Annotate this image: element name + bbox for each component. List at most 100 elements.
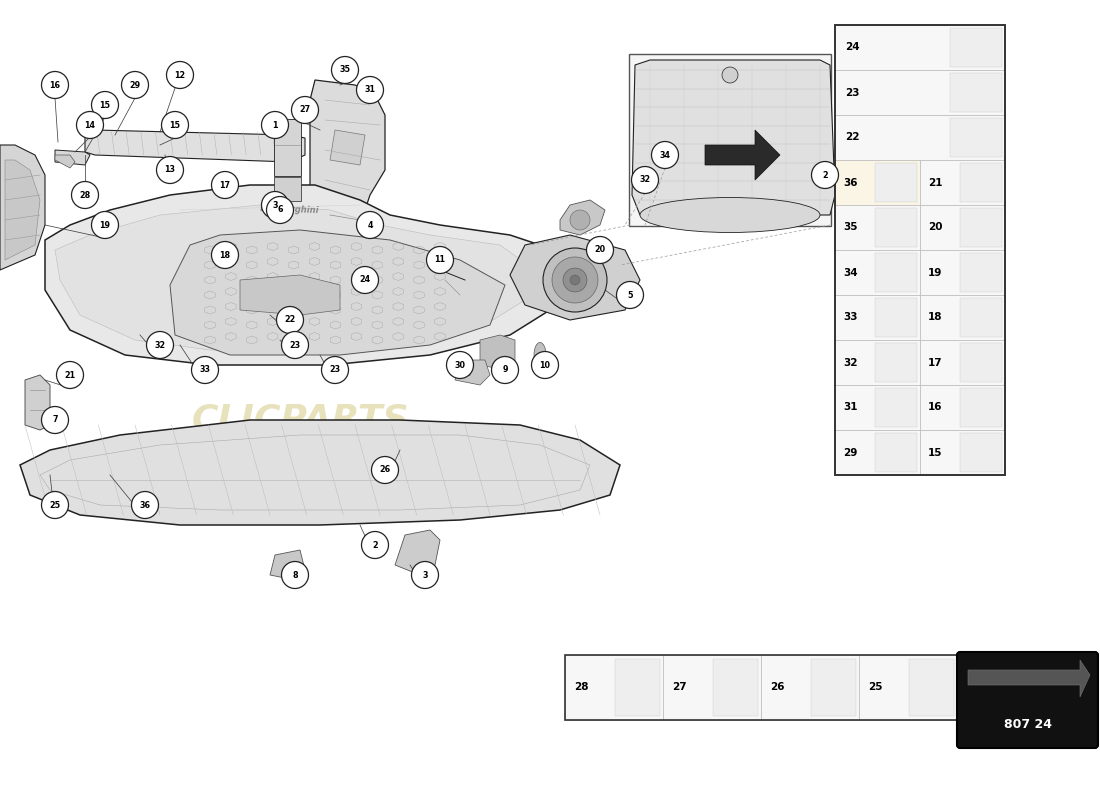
FancyBboxPatch shape xyxy=(960,208,1002,247)
Text: 28: 28 xyxy=(574,682,589,693)
Polygon shape xyxy=(45,185,565,365)
Circle shape xyxy=(372,457,398,483)
Circle shape xyxy=(72,182,99,209)
FancyBboxPatch shape xyxy=(960,388,1002,427)
Circle shape xyxy=(282,562,308,589)
Circle shape xyxy=(56,362,84,389)
Circle shape xyxy=(570,275,580,285)
Text: 30: 30 xyxy=(454,361,465,370)
FancyBboxPatch shape xyxy=(874,163,917,202)
FancyBboxPatch shape xyxy=(835,340,920,385)
Circle shape xyxy=(570,210,590,230)
Circle shape xyxy=(492,357,518,383)
Text: 35: 35 xyxy=(843,222,858,233)
Text: 25: 25 xyxy=(50,501,60,510)
Text: 20: 20 xyxy=(928,222,943,233)
Circle shape xyxy=(543,248,607,312)
Circle shape xyxy=(616,282,644,309)
Text: 21: 21 xyxy=(65,370,76,379)
Circle shape xyxy=(331,57,359,83)
Circle shape xyxy=(411,562,439,589)
Circle shape xyxy=(162,111,188,138)
FancyBboxPatch shape xyxy=(874,388,917,427)
Text: 8: 8 xyxy=(293,570,298,579)
Polygon shape xyxy=(240,275,340,315)
FancyBboxPatch shape xyxy=(859,655,957,720)
Polygon shape xyxy=(330,130,365,165)
Text: 12: 12 xyxy=(175,70,186,79)
Circle shape xyxy=(356,77,384,103)
Text: 36: 36 xyxy=(140,501,151,510)
Text: 24: 24 xyxy=(360,275,371,285)
FancyBboxPatch shape xyxy=(874,208,917,247)
Text: 24: 24 xyxy=(845,42,859,53)
FancyBboxPatch shape xyxy=(920,430,1005,475)
Text: 22: 22 xyxy=(285,315,296,325)
Text: 2: 2 xyxy=(372,541,377,550)
FancyBboxPatch shape xyxy=(950,28,1002,67)
Polygon shape xyxy=(395,530,440,575)
Circle shape xyxy=(631,166,659,194)
FancyBboxPatch shape xyxy=(950,118,1002,157)
Polygon shape xyxy=(85,130,305,162)
Text: CLICPARTS: CLICPARTS xyxy=(191,403,409,437)
Text: 2: 2 xyxy=(822,170,828,179)
FancyBboxPatch shape xyxy=(835,250,920,295)
Text: 4: 4 xyxy=(367,221,373,230)
Circle shape xyxy=(722,67,738,83)
Text: 32: 32 xyxy=(639,175,650,185)
Polygon shape xyxy=(510,235,640,320)
Circle shape xyxy=(42,406,68,434)
Text: 15: 15 xyxy=(169,121,180,130)
Ellipse shape xyxy=(534,342,546,367)
Circle shape xyxy=(262,191,288,218)
FancyBboxPatch shape xyxy=(874,253,917,292)
FancyBboxPatch shape xyxy=(835,25,1005,70)
Text: 16: 16 xyxy=(50,81,60,90)
Text: 32: 32 xyxy=(843,358,858,367)
Circle shape xyxy=(266,197,294,223)
Polygon shape xyxy=(55,205,535,350)
Text: 34: 34 xyxy=(660,150,671,159)
Text: 27: 27 xyxy=(672,682,686,693)
FancyBboxPatch shape xyxy=(835,430,920,475)
Text: 15: 15 xyxy=(928,447,943,458)
Text: 7: 7 xyxy=(53,415,57,425)
FancyBboxPatch shape xyxy=(629,54,830,226)
Circle shape xyxy=(42,71,68,98)
Circle shape xyxy=(77,111,103,138)
FancyBboxPatch shape xyxy=(920,340,1005,385)
Circle shape xyxy=(447,351,473,378)
FancyBboxPatch shape xyxy=(811,659,856,716)
Text: 18: 18 xyxy=(219,250,231,259)
Text: 32: 32 xyxy=(154,341,166,350)
Text: 36: 36 xyxy=(843,178,858,187)
Circle shape xyxy=(356,211,384,238)
FancyBboxPatch shape xyxy=(874,433,917,472)
Circle shape xyxy=(166,62,194,89)
FancyBboxPatch shape xyxy=(920,205,1005,250)
Polygon shape xyxy=(310,80,385,240)
Text: 3: 3 xyxy=(273,201,277,210)
Circle shape xyxy=(121,71,148,98)
Polygon shape xyxy=(25,375,50,430)
Text: 18: 18 xyxy=(928,313,943,322)
Text: 3: 3 xyxy=(422,570,428,579)
Text: 6: 6 xyxy=(277,206,283,214)
Circle shape xyxy=(91,91,119,118)
Circle shape xyxy=(352,266,378,294)
FancyBboxPatch shape xyxy=(663,655,761,720)
Text: 22: 22 xyxy=(845,133,859,142)
FancyBboxPatch shape xyxy=(960,433,1002,472)
Polygon shape xyxy=(968,660,1090,697)
Text: 807 24: 807 24 xyxy=(1003,718,1052,731)
Polygon shape xyxy=(20,420,620,525)
Text: 29: 29 xyxy=(843,447,857,458)
Polygon shape xyxy=(0,145,45,270)
Text: 11: 11 xyxy=(434,255,446,265)
FancyBboxPatch shape xyxy=(960,343,1002,382)
Text: 16: 16 xyxy=(928,402,943,413)
Text: a passion for parts since 1985: a passion for parts since 1985 xyxy=(200,474,400,486)
FancyBboxPatch shape xyxy=(920,295,1005,340)
Circle shape xyxy=(362,531,388,558)
